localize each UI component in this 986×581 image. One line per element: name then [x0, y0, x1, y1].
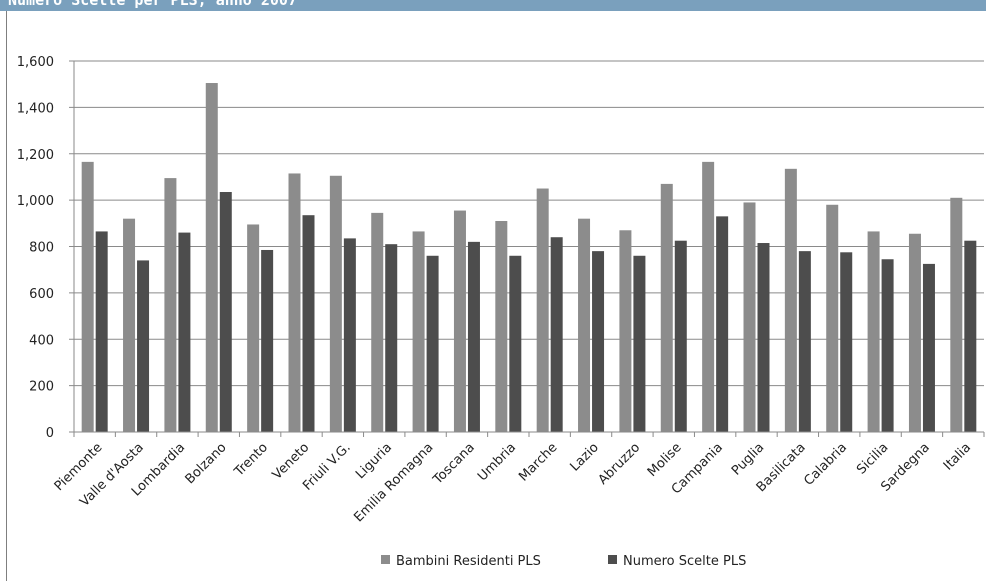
bar	[550, 237, 563, 432]
y-tick-label: 1,400	[17, 101, 54, 116]
bar	[137, 260, 150, 432]
bar	[123, 218, 136, 432]
bar	[950, 197, 963, 432]
x-tick-label: Lazio	[568, 440, 602, 474]
legend: Bambini Residenti PLS Numero Scelte PLS	[381, 554, 746, 569]
bars	[81, 83, 977, 432]
bar	[495, 220, 508, 432]
bar	[798, 251, 811, 432]
bar	[743, 202, 756, 432]
bar	[660, 183, 673, 432]
bar	[964, 240, 977, 432]
x-tick-label: Liguria	[353, 440, 395, 482]
x-tick-label: Emilia Romagna	[351, 440, 436, 525]
bar	[412, 231, 425, 432]
bar	[343, 238, 356, 432]
legend-label: Bambini Residenti PLS	[396, 554, 541, 569]
bar	[81, 161, 94, 432]
x-tick-label: Puglia	[729, 440, 767, 478]
bar	[840, 252, 853, 432]
y-tick-label: 1,200	[17, 148, 54, 163]
x-tick-label: Molise	[645, 440, 685, 480]
bar	[922, 263, 935, 432]
x-tick-label: Marche	[516, 440, 560, 484]
legend-swatch	[381, 555, 390, 564]
bar	[702, 161, 715, 432]
bar	[302, 215, 315, 432]
bar	[178, 232, 191, 432]
bar	[371, 212, 384, 432]
x-tick-label: Italia	[941, 440, 974, 473]
y-tick-label: 800	[29, 241, 54, 256]
chart-title: Numero Scelte per PLS, anno 2007	[8, 0, 297, 9]
y-tick-label: 400	[29, 333, 54, 348]
bar	[633, 255, 646, 432]
bar	[288, 173, 301, 432]
x-tick-label: Umbria	[475, 440, 519, 484]
x-tick-label: Bolzano	[183, 440, 230, 487]
y-tick-label: 600	[29, 287, 54, 302]
y-axis: 0 200 400 600 800 1,000 1,200 1,400 1,600	[17, 55, 75, 441]
y-tick-label: 200	[29, 380, 54, 395]
bar	[205, 83, 218, 432]
bar	[509, 255, 522, 432]
bar	[261, 249, 274, 432]
bar	[674, 240, 687, 432]
bar	[592, 251, 605, 432]
bar	[867, 231, 880, 432]
x-tick-label: Trento	[231, 440, 271, 480]
bar	[247, 224, 260, 432]
bar	[757, 243, 770, 432]
x-tick-label: Abruzzo	[596, 440, 644, 488]
chart-title-bar: Numero Scelte per PLS, anno 2007	[0, 0, 986, 11]
bar	[908, 233, 921, 432]
legend-label: Numero Scelte PLS	[623, 554, 746, 569]
y-tick-label: 1,000	[17, 194, 54, 209]
bar	[881, 259, 894, 432]
x-tick-label: Toscana	[430, 440, 478, 488]
bar	[219, 192, 232, 432]
y-tick-label: 0	[46, 426, 54, 441]
bar	[95, 231, 108, 432]
legend-swatch	[608, 555, 617, 564]
bar	[536, 188, 549, 432]
bar	[453, 210, 466, 432]
bar	[826, 204, 839, 432]
bar	[467, 241, 480, 432]
bar	[578, 218, 591, 432]
bar	[784, 168, 797, 432]
x-tick-label: Calabria	[801, 440, 850, 489]
bar	[716, 216, 729, 432]
bar	[619, 230, 632, 432]
bar	[385, 244, 398, 432]
bar	[164, 178, 177, 432]
bar	[426, 255, 439, 432]
x-tick-label: Sicilia	[854, 440, 891, 477]
panel-border	[6, 11, 7, 581]
y-tick-label: 1,600	[17, 55, 54, 70]
bar	[329, 175, 342, 432]
